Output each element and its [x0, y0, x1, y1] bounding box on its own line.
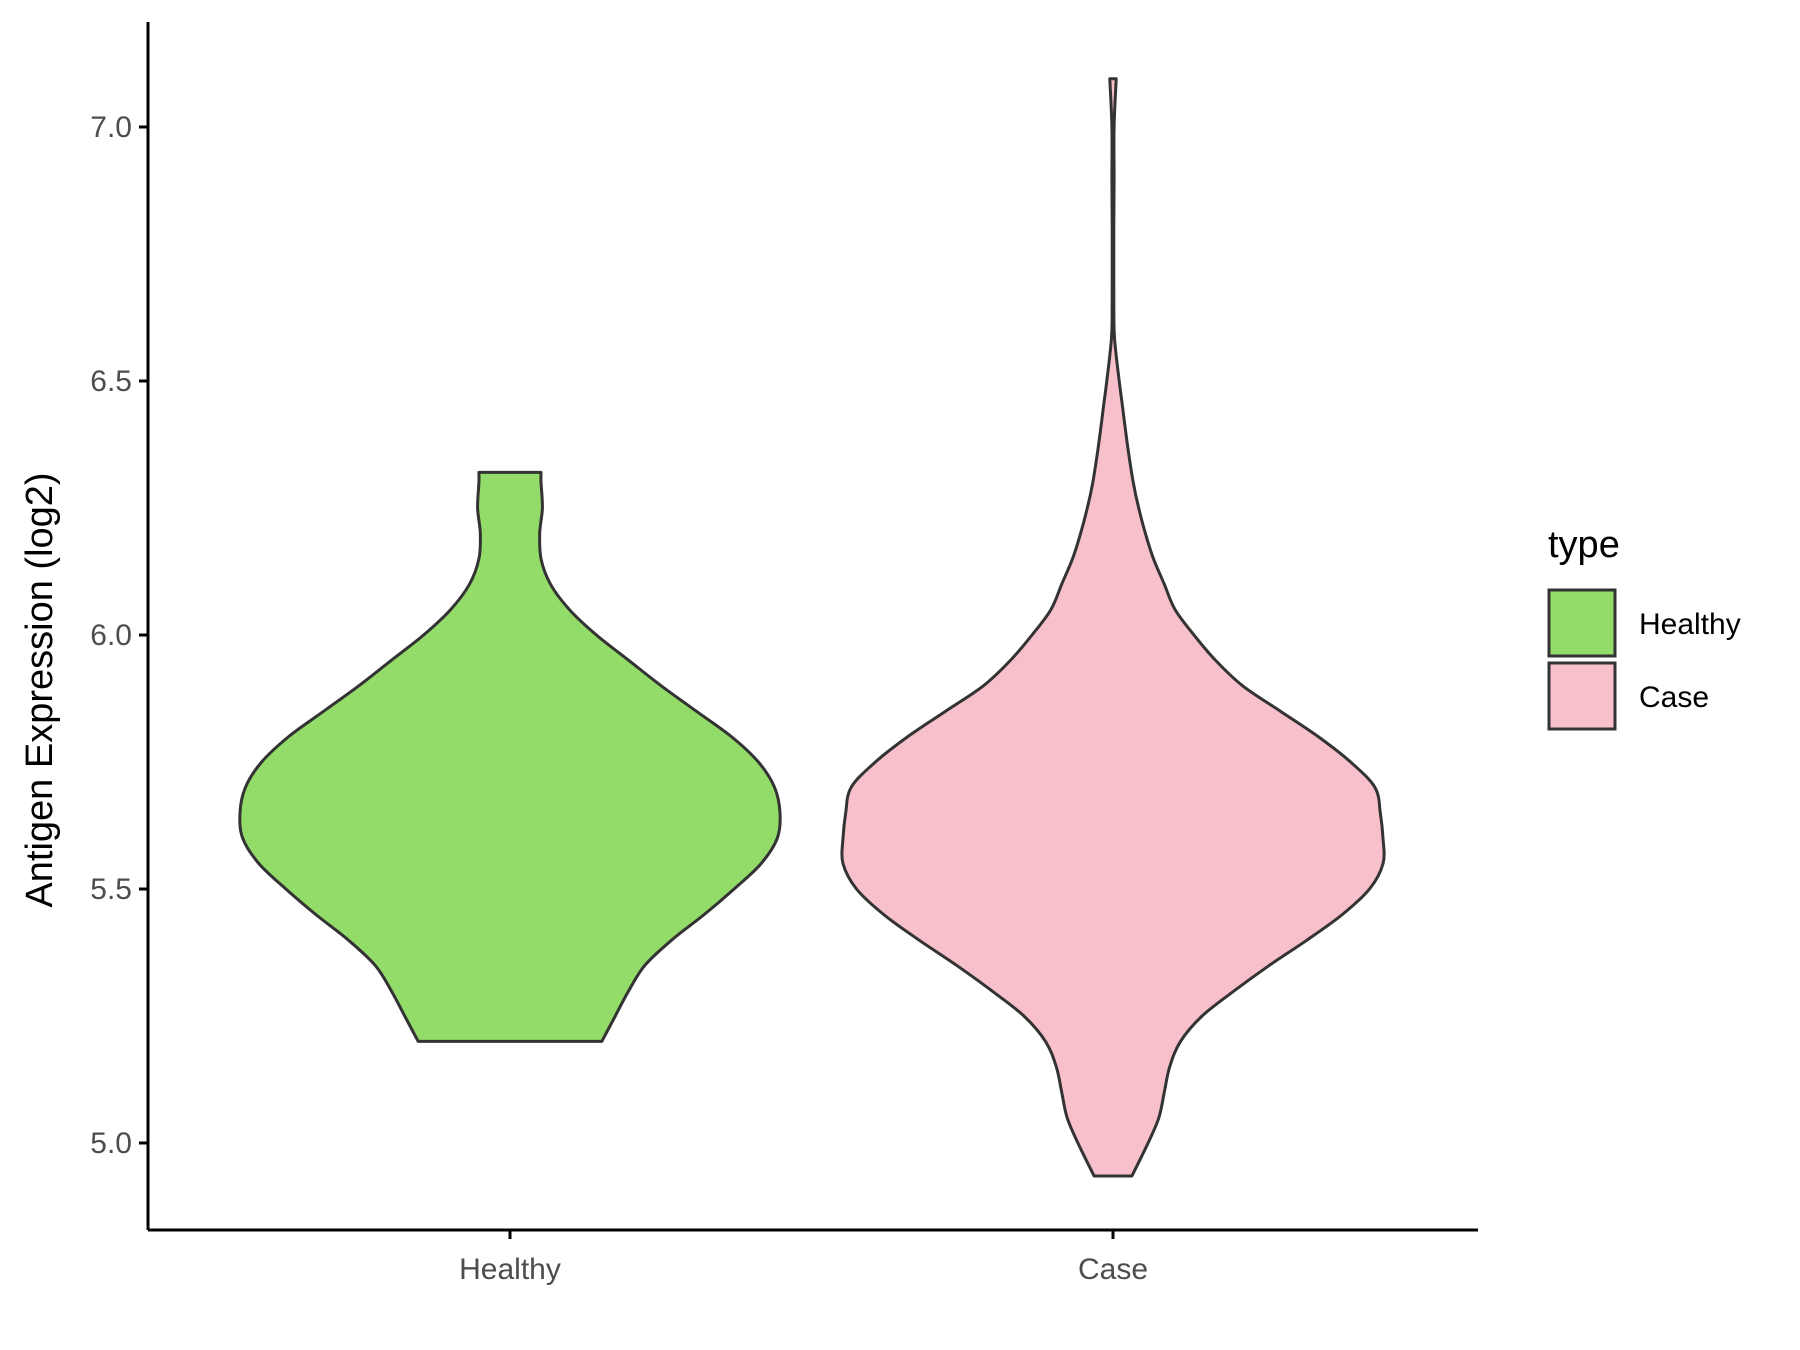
- y-axis-title: Antigen Expression (log2): [19, 472, 61, 907]
- x-tick-label: Case: [1078, 1253, 1148, 1286]
- legend-title: type: [1548, 524, 1620, 566]
- x-axis-ticks: Healthy Case: [459, 1230, 1148, 1286]
- plot-area: [238, 77, 1386, 1178]
- legend-key-healthy: [1547, 588, 1617, 658]
- x-tick-label: Healthy: [459, 1253, 561, 1286]
- axes: [146, 22, 1478, 1232]
- y-axis-ticks: 5.0 5.5 6.0 6.5 7.0: [90, 111, 148, 1160]
- legend: type Healthy Case: [1547, 524, 1741, 731]
- violin-healthy: [238, 470, 782, 1043]
- y-tick-label: 6.5: [90, 365, 132, 398]
- violin-case: [840, 77, 1386, 1178]
- y-tick-label: 5.5: [90, 873, 132, 906]
- y-tick-label: 5.0: [90, 1127, 132, 1160]
- y-tick-label: 6.0: [90, 619, 132, 652]
- legend-label-healthy: Healthy: [1639, 608, 1741, 641]
- legend-key-case: [1547, 661, 1617, 731]
- legend-label-case: Case: [1639, 681, 1709, 714]
- y-tick-label: 7.0: [90, 111, 132, 144]
